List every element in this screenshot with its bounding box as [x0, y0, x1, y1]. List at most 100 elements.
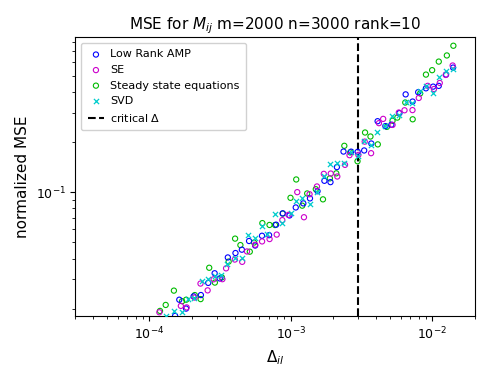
SE — [149, 327, 157, 333]
Y-axis label: normalized MSE: normalized MSE — [15, 116, 30, 238]
SVD — [102, 366, 110, 372]
Steady state equations — [178, 298, 186, 304]
SE — [141, 343, 148, 349]
Low Rank AMP — [123, 341, 131, 347]
Steady state equations — [319, 196, 327, 202]
SVD — [177, 309, 185, 316]
Low Rank AMP — [382, 123, 390, 129]
SVD — [340, 160, 348, 166]
SVD — [129, 343, 137, 349]
SE — [395, 110, 403, 116]
Low Rank AMP — [251, 243, 259, 249]
SVD — [143, 339, 150, 345]
Low Rank AMP — [347, 149, 355, 155]
SVD — [87, 379, 95, 382]
Steady state equations — [416, 91, 424, 97]
SVD — [251, 235, 259, 241]
SVD — [117, 366, 124, 372]
SE — [222, 265, 230, 271]
SVD — [388, 113, 396, 119]
Low Rank AMP — [224, 254, 232, 261]
Steady state equations — [266, 222, 273, 228]
SVD — [306, 201, 314, 207]
SE — [436, 80, 443, 86]
SVD — [162, 313, 170, 319]
Low Rank AMP — [149, 319, 157, 325]
SE — [273, 231, 281, 238]
SVD — [449, 66, 457, 73]
SVD — [238, 255, 246, 261]
SVD — [292, 198, 300, 204]
Steady state equations — [354, 158, 362, 164]
SVD — [326, 160, 334, 167]
SVD — [402, 99, 410, 105]
Steady state equations — [170, 288, 178, 294]
Low Rank AMP — [409, 99, 416, 105]
Steady state equations — [271, 222, 279, 228]
Low Rank AMP — [258, 233, 266, 239]
SVD — [395, 112, 403, 118]
SVD — [184, 296, 192, 302]
SE — [401, 107, 409, 113]
Low Rank AMP — [238, 247, 246, 253]
SVD — [442, 68, 450, 74]
Low Rank AMP — [320, 178, 328, 184]
Low Rank AMP — [333, 164, 341, 170]
SE — [389, 122, 396, 128]
SVD — [313, 188, 320, 194]
SVD — [204, 276, 212, 282]
Low Rank AMP — [442, 71, 450, 78]
SVD — [429, 90, 437, 96]
SVD — [245, 232, 252, 238]
SE — [341, 162, 349, 168]
Steady state equations — [137, 335, 145, 342]
Steady state equations — [367, 133, 374, 139]
Steady state equations — [393, 115, 401, 121]
SE — [122, 351, 129, 358]
Low Rank AMP — [265, 232, 273, 238]
SE — [204, 287, 212, 293]
Steady state equations — [116, 356, 124, 363]
SVD — [223, 261, 231, 267]
Steady state equations — [231, 236, 239, 242]
Low Rank AMP — [129, 351, 137, 358]
SE — [170, 320, 178, 326]
Steady state equations — [341, 143, 348, 149]
SE — [278, 217, 286, 223]
SVD — [190, 295, 198, 301]
Steady state equations — [149, 336, 157, 342]
Low Rank AMP — [175, 297, 183, 303]
Steady state equations — [303, 190, 311, 196]
SE — [379, 116, 387, 122]
SVD — [258, 223, 266, 229]
Steady state equations — [162, 302, 170, 308]
SE — [191, 295, 198, 301]
SE — [327, 170, 335, 176]
SE — [415, 95, 423, 101]
Steady state equations — [401, 99, 409, 105]
SVD — [333, 160, 341, 167]
Low Rank AMP — [95, 380, 103, 382]
SE — [449, 63, 457, 69]
Steady state equations — [93, 370, 100, 376]
Low Rank AMP — [143, 336, 150, 342]
Steady state equations — [374, 141, 382, 147]
SVD — [148, 324, 156, 330]
Steady state equations — [346, 149, 354, 155]
Steady state equations — [332, 170, 340, 176]
Steady state equations — [422, 71, 430, 78]
SVD — [354, 152, 362, 159]
SVD — [170, 308, 177, 314]
Steady state equations — [225, 259, 233, 265]
SVD — [197, 278, 205, 284]
Steady state equations — [142, 333, 149, 340]
SE — [231, 256, 239, 262]
SE — [367, 150, 375, 156]
Steady state equations — [435, 58, 442, 65]
Low Rank AMP — [395, 110, 403, 116]
Low Rank AMP — [360, 147, 368, 154]
SE — [258, 238, 266, 244]
Low Rank AMP — [81, 378, 89, 382]
Steady state equations — [246, 249, 254, 255]
Low Rank AMP — [115, 374, 122, 380]
